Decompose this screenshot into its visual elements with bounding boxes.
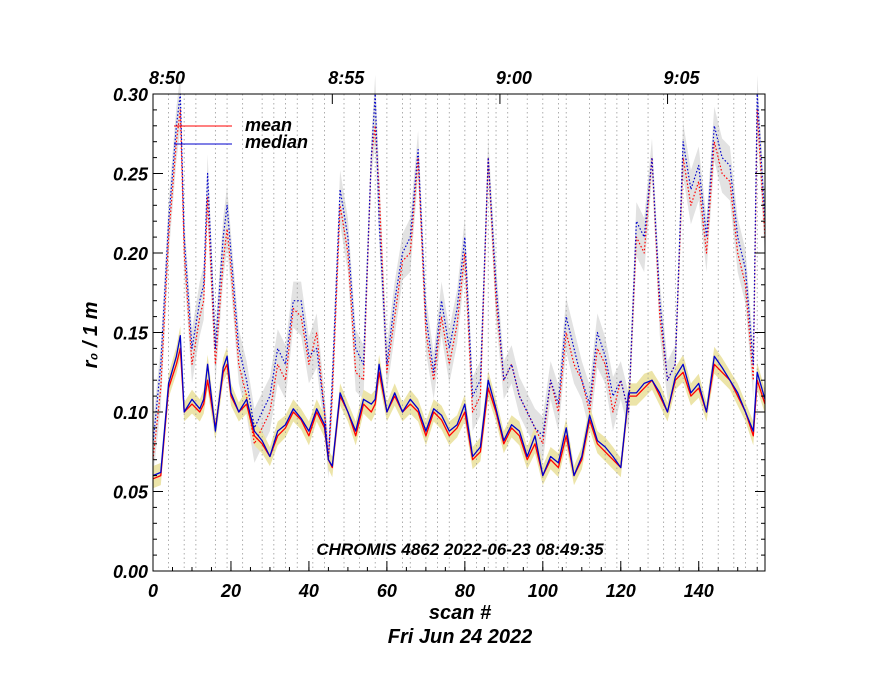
legend-median-label: median bbox=[245, 132, 308, 152]
x-tick-label: 60 bbox=[377, 581, 397, 601]
axis-ticks: 0.00 0.05 0.10 0.15 0.20 0.25 0.30 0 20 40 60 80 100… bbox=[113, 68, 765, 601]
date-label: Fri Jun 24 2022 bbox=[388, 626, 533, 648]
lower-spread-band bbox=[153, 326, 765, 489]
legend: mean median bbox=[174, 115, 308, 152]
x-tick-label: 120 bbox=[606, 581, 636, 601]
upper-spread-band bbox=[153, 74, 765, 479]
top-time-label: 9:00 bbox=[496, 68, 532, 88]
x-tick-label: 0 bbox=[148, 581, 158, 601]
top-time-label: 9:05 bbox=[664, 68, 701, 88]
y-tick-label: 0.05 bbox=[113, 483, 149, 503]
chart-annotation: CHROMIS 4862 2022-06-23 08:49:35 bbox=[316, 540, 604, 559]
mean-upper-line bbox=[152, 109, 766, 461]
median-line bbox=[152, 335, 766, 477]
x-tick-label: 140 bbox=[684, 581, 714, 601]
y-axis-label: r₀ / 1 m bbox=[80, 302, 102, 369]
spread-bands bbox=[153, 74, 765, 489]
y-tick-label: 0.25 bbox=[113, 165, 149, 185]
top-time-label: 8:55 bbox=[328, 68, 365, 88]
y-tick-label: 0.10 bbox=[113, 403, 148, 423]
y-tick-label: 0.00 bbox=[113, 562, 148, 582]
series-lines bbox=[152, 93, 766, 480]
x-tick-label: 100 bbox=[528, 581, 558, 601]
plot-frame bbox=[152, 93, 766, 572]
scan-boundary-lines bbox=[168, 94, 758, 571]
y-tick-label: 0.15 bbox=[113, 324, 149, 344]
x-axis-label: scan # bbox=[429, 602, 492, 624]
y-tick-label: 0.20 bbox=[113, 244, 148, 264]
top-time-label: 8:50 bbox=[149, 68, 185, 88]
y-tick-label: 0.30 bbox=[113, 85, 148, 105]
x-tick-label: 20 bbox=[220, 581, 241, 601]
x-tick-label: 40 bbox=[298, 581, 319, 601]
legend-mean-label: mean bbox=[245, 115, 292, 135]
x-tick-label: 80 bbox=[455, 581, 475, 601]
